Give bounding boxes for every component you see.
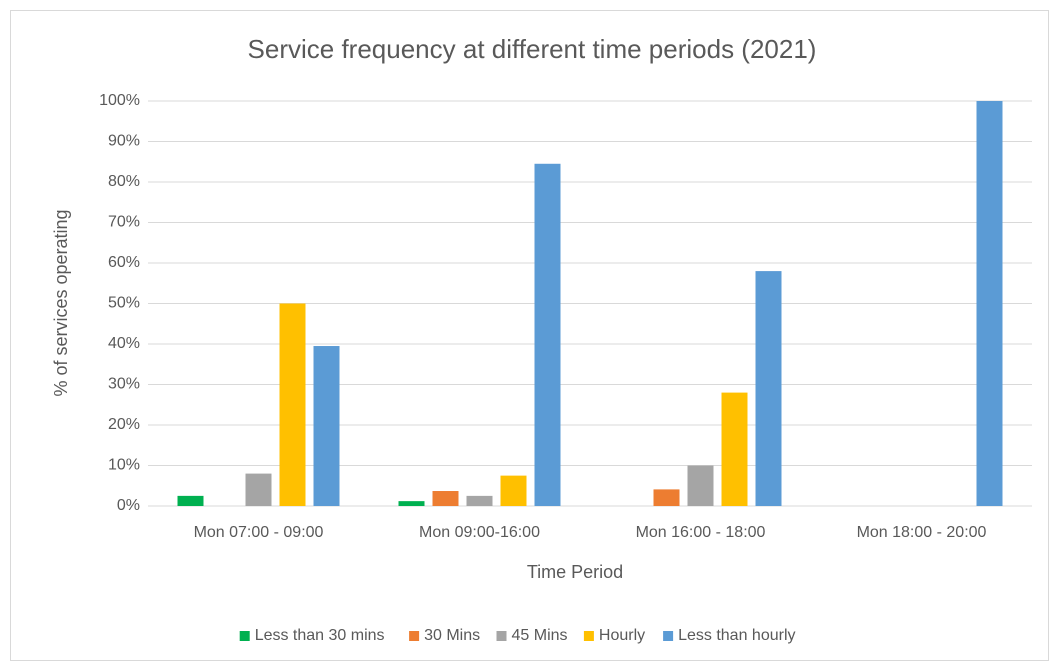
bar — [313, 346, 340, 506]
bar — [976, 101, 1003, 506]
bar — [245, 473, 272, 506]
bar — [177, 495, 204, 506]
legend-label: Less than 30 mins — [255, 627, 385, 644]
x-tick-label: Mon 18:00 - 20:00 — [857, 524, 987, 541]
y-tick-label: 100% — [99, 92, 140, 109]
bar — [534, 163, 561, 506]
bar — [755, 271, 782, 506]
legend-swatch — [663, 631, 674, 641]
bar — [398, 501, 425, 506]
y-tick-label: 90% — [108, 133, 140, 150]
x-tick-label: Mon 16:00 - 18:00 — [636, 524, 766, 541]
bar — [721, 392, 748, 506]
y-tick-label: 70% — [108, 214, 140, 231]
legend-label: Less than hourly — [678, 627, 795, 644]
bar — [653, 489, 680, 506]
y-tick-label: 60% — [108, 254, 140, 271]
chart-frame — [10, 10, 1049, 661]
bar — [466, 495, 493, 506]
bar — [500, 475, 527, 506]
bar — [279, 303, 306, 506]
y-axis-title: % of services operating — [51, 209, 71, 396]
legend-swatch — [583, 631, 594, 641]
bar — [687, 465, 714, 506]
y-tick-label: 10% — [108, 457, 140, 474]
y-tick-label: 30% — [108, 376, 140, 393]
y-tick-label: 40% — [108, 335, 140, 352]
legend-swatch — [496, 631, 507, 641]
legend-swatch — [409, 631, 420, 641]
legend-label: 30 Mins — [424, 627, 480, 644]
y-tick-label: 0% — [117, 497, 140, 514]
bar — [432, 491, 459, 506]
legend-label: 45 Mins — [512, 627, 568, 644]
legend-swatch — [239, 631, 250, 641]
x-tick-label: Mon 07:00 - 09:00 — [194, 524, 324, 541]
chart-title: Service frequency at different time peri… — [248, 34, 817, 64]
y-tick-label: 20% — [108, 416, 140, 433]
y-tick-label: 80% — [108, 173, 140, 190]
y-tick-label: 50% — [108, 295, 140, 312]
legend-label: Hourly — [599, 627, 645, 644]
x-tick-label: Mon 09:00-16:00 — [419, 524, 540, 541]
x-axis-title: Time Period — [527, 562, 623, 582]
